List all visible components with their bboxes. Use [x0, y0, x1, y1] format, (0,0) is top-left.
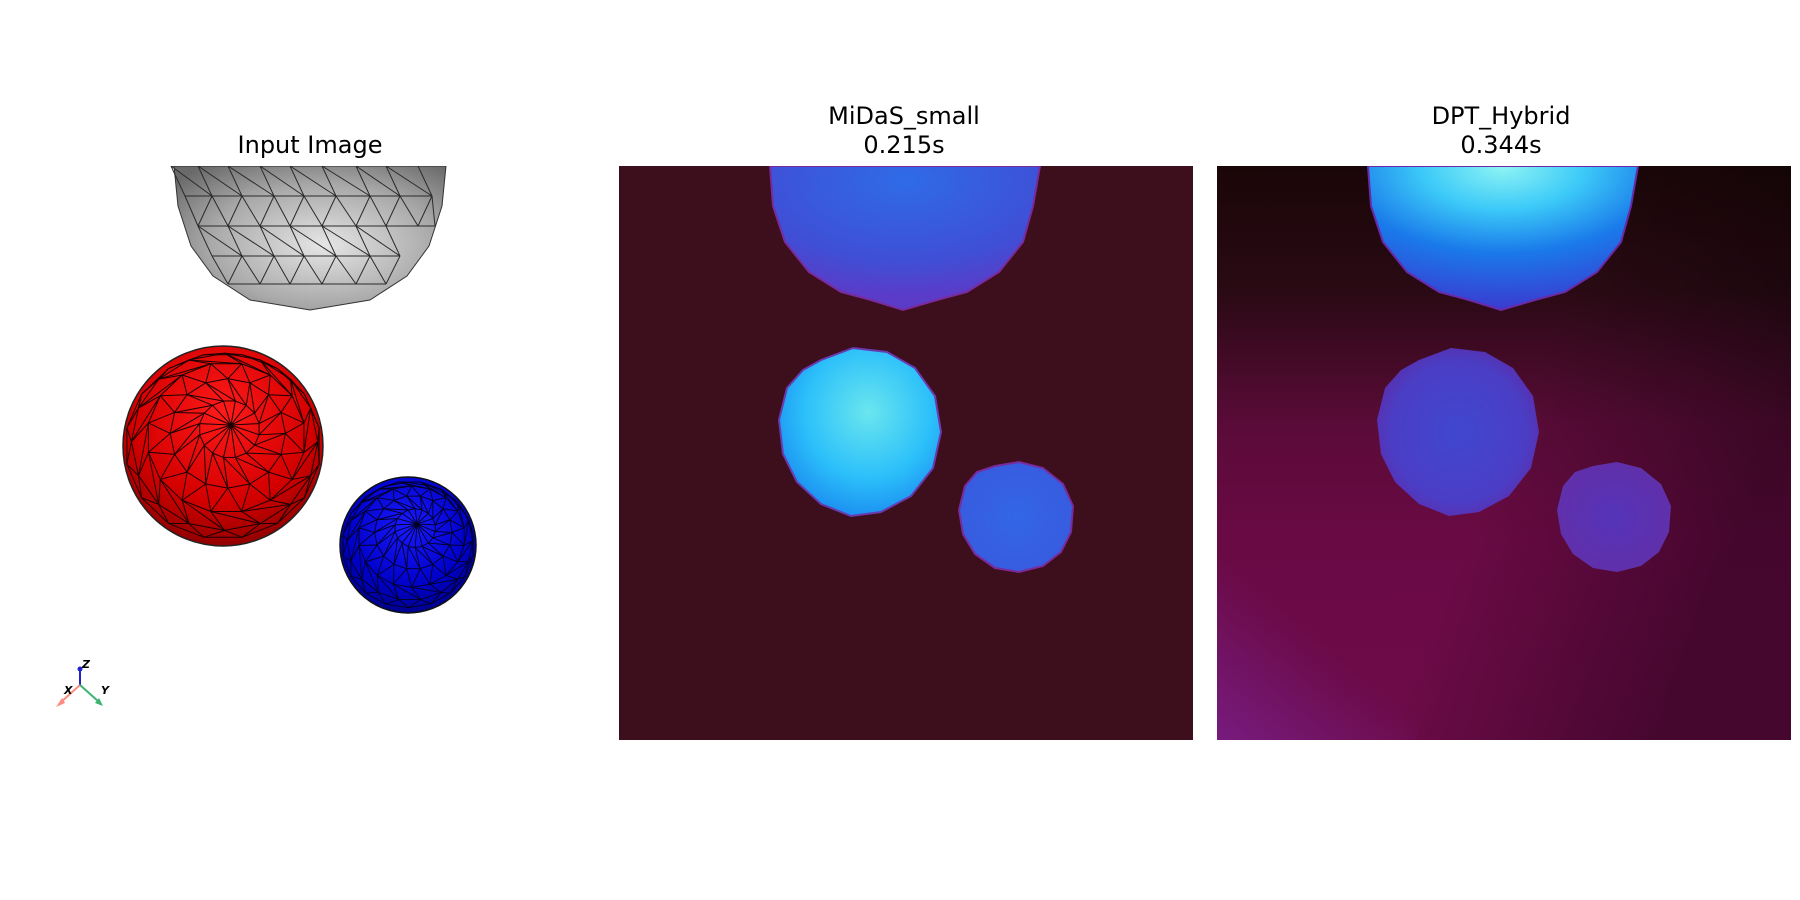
- dpt-red-sphere: [1377, 348, 1539, 516]
- dpt-top-sphere: [1366, 166, 1640, 312]
- panel-title-midas-small: MiDaS_small 0.215s: [754, 102, 1054, 160]
- dpt-depth-map: [1217, 166, 1791, 740]
- panel-subtitle-time: 0.215s: [863, 131, 945, 159]
- dpt-corner-glow: [1217, 466, 1417, 740]
- panel-title-dpt-hybrid: DPT_Hybrid 0.344s: [1351, 102, 1651, 160]
- panel-title-text: MiDaS_small: [828, 102, 980, 130]
- blue-sphere: [339, 476, 477, 614]
- panel-subtitle-time: 0.344s: [1460, 131, 1542, 159]
- panel-title-text: Input Image: [237, 131, 383, 159]
- midas-top-sphere: [768, 166, 1042, 312]
- input-scene: Z X Y: [56, 166, 477, 707]
- orientation-axes-widget: Z X Y: [56, 658, 110, 707]
- axis-label-z: Z: [81, 658, 91, 671]
- midas-depth-map: [619, 166, 1193, 740]
- axis-label-y: Y: [101, 684, 110, 697]
- axis-label-x: X: [63, 684, 73, 697]
- dpt-depth-image: [1217, 166, 1791, 740]
- midas-red-sphere: [777, 346, 943, 518]
- panel-title-text: DPT_Hybrid: [1431, 102, 1571, 130]
- midas-blue-sphere: [957, 460, 1075, 574]
- gray-sphere: [170, 166, 447, 311]
- input-image-panel: Z X Y: [45, 166, 620, 741]
- dpt-blue-sphere: [1557, 462, 1671, 572]
- panel-title-input-image: Input Image: [160, 131, 460, 160]
- red-sphere: [122, 345, 324, 547]
- midas-depth-image: [619, 166, 1193, 740]
